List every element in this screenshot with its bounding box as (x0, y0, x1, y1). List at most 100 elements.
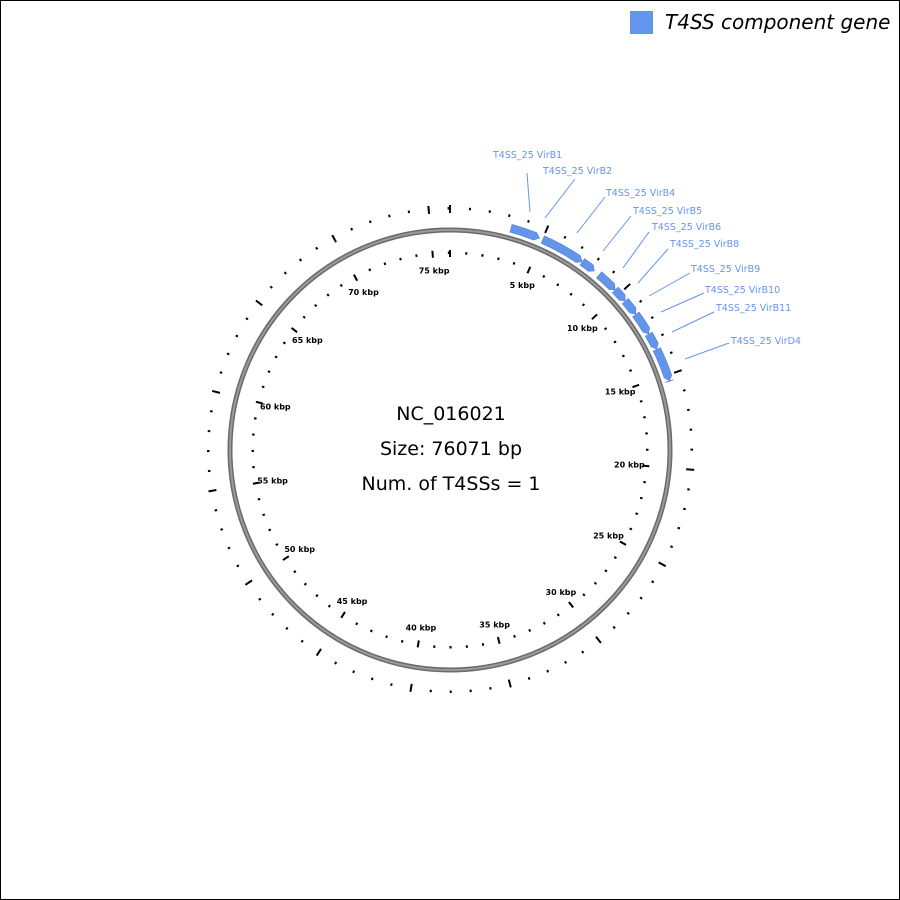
outer-minor-tick (651, 580, 655, 584)
outer-minor-tick (682, 389, 686, 392)
gene-label-leader (648, 272, 691, 297)
inner-major-tick (568, 601, 574, 609)
inner-minor-tick (282, 341, 286, 345)
inner-minor-tick (635, 512, 639, 516)
outer-minor-tick (226, 352, 230, 356)
tick-label: 70 kbp (348, 288, 379, 297)
outer-minor-tick (214, 509, 218, 512)
outer-minor-tick (300, 639, 304, 643)
inner-minor-tick (621, 354, 625, 358)
inner-minor-tick (556, 613, 560, 617)
inner-minor-tick (303, 582, 307, 586)
gene-label: T4SS_25 VirB2 (542, 166, 612, 177)
inner-major-tick (252, 481, 260, 485)
outer-minor-tick (508, 214, 511, 218)
outer-minor-tick (581, 650, 585, 654)
inner-major-tick (352, 274, 359, 282)
inner-minor-tick (581, 303, 586, 307)
outer-major-tick (255, 299, 263, 307)
outer-minor-tick (245, 317, 249, 321)
outer-minor-tick (527, 676, 531, 680)
inner-major-tick (496, 636, 501, 644)
outer-minor-tick (352, 670, 356, 674)
outer-minor-tick (370, 677, 374, 681)
inner-minor-tick (385, 635, 388, 639)
inner-major-tick (642, 464, 650, 468)
outer-minor-tick (315, 246, 319, 250)
outer-major-tick (544, 225, 550, 234)
gene-arrow (540, 235, 583, 263)
outer-minor-tick (298, 258, 303, 262)
gene-label-leader (544, 178, 576, 219)
legend-swatch (630, 11, 653, 34)
outer-major-tick (315, 648, 322, 657)
outer-minor-tick (285, 626, 289, 631)
inner-minor-tick (293, 570, 297, 574)
gene-label: T4SS_25 VirB9 (690, 264, 760, 275)
outer-major-tick (331, 234, 337, 243)
inner-minor-tick (400, 639, 404, 643)
outer-minor-tick (269, 285, 273, 289)
gene-label: T4SS_25 VirB11 (715, 303, 791, 314)
gene-arrow (652, 347, 673, 382)
outer-minor-tick (227, 546, 231, 550)
gene-label: T4SS_25 VirB8 (669, 239, 739, 250)
inner-minor-tick (315, 594, 319, 598)
inner-minor-tick (302, 315, 306, 319)
outer-minor-tick (388, 214, 391, 218)
inner-minor-tick (275, 543, 279, 547)
outer-minor-tick (283, 271, 287, 275)
inner-major-tick (282, 555, 290, 561)
inner-minor-tick (383, 262, 387, 266)
inner-major-tick (591, 313, 598, 320)
gene-label-leader (637, 248, 669, 284)
outer-minor-tick (350, 227, 354, 231)
gene-label: T4SS_25 VirD4 (730, 336, 801, 347)
outer-minor-tick (677, 526, 681, 530)
tick-label: 50 kbp (284, 545, 315, 554)
inner-minor-tick (593, 581, 598, 585)
outer-minor-tick (368, 220, 372, 224)
outer-minor-tick (258, 597, 262, 601)
outer-minor-tick (669, 351, 673, 355)
genome-size-label: Size: 76071 bp (379, 438, 523, 460)
inner-minor-tick (639, 400, 643, 403)
accession-label: NC_016021 (396, 403, 506, 425)
gene-label: T4SS_25 VirB10 (704, 285, 780, 296)
inner-minor-tick (327, 604, 331, 608)
outer-minor-tick (612, 270, 616, 274)
outer-minor-tick (220, 528, 224, 531)
outer-minor-tick (626, 611, 630, 615)
inner-minor-tick (274, 355, 278, 359)
tick-label: 45 kbp (337, 597, 368, 606)
outer-minor-tick (660, 333, 665, 337)
inner-minor-tick (268, 528, 272, 532)
inner-minor-tick (339, 283, 343, 288)
gene-label-leader (660, 292, 705, 313)
gene-arrow (621, 298, 637, 315)
inner-major-tick (619, 540, 627, 546)
backbone-ring-highlight (229, 229, 671, 671)
inner-major-tick (416, 640, 420, 648)
inner-minor-tick (629, 369, 633, 372)
tick-label: 35 kbp (479, 620, 510, 629)
gene-label-leader (622, 231, 650, 269)
outer-minor-tick (271, 612, 275, 616)
outer-minor-tick (639, 596, 643, 600)
inner-minor-tick (497, 257, 500, 261)
tick-label: 25 kbp (593, 531, 624, 540)
outer-minor-tick (564, 660, 568, 664)
outer-major-tick (623, 283, 631, 291)
outer-major-tick (673, 369, 682, 374)
gene-label-leader (684, 342, 730, 360)
inner-major-tick (290, 327, 298, 334)
inner-minor-tick (513, 634, 516, 638)
gene-label-leader (602, 215, 632, 252)
outer-major-tick (658, 561, 667, 568)
outer-minor-tick (546, 669, 550, 673)
outer-minor-tick (390, 683, 393, 686)
gene-arrow (596, 271, 616, 291)
outer-major-tick (409, 683, 413, 692)
gene-arrow (611, 286, 626, 302)
